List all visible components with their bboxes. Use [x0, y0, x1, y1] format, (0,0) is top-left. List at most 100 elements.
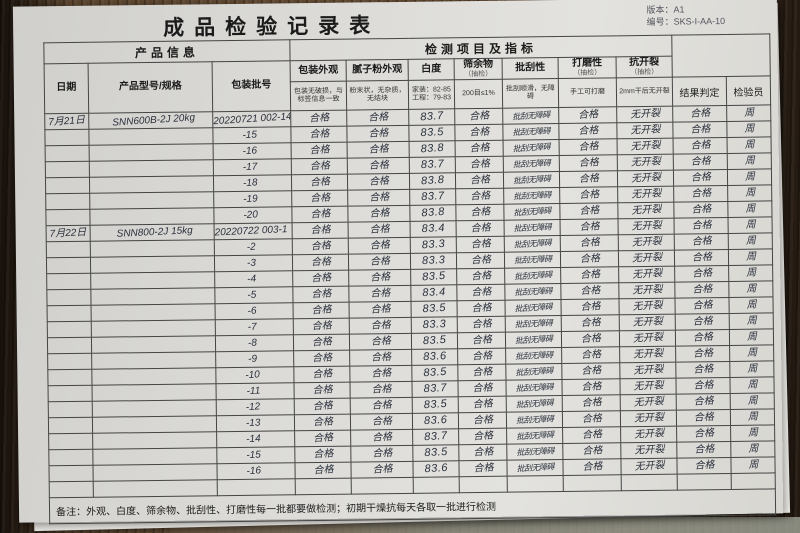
- cell-cracking: 无开裂: [617, 186, 674, 203]
- handwritten-sanding: 合格: [578, 156, 599, 169]
- cell-result: 合格: [673, 185, 728, 203]
- inspector-signature: 周: [746, 346, 757, 359]
- cell-inspector: 周: [728, 280, 774, 298]
- cell-inspector: 周: [727, 168, 772, 186]
- col-sublabel: （抽检）: [630, 68, 659, 76]
- handwritten-sanding: 合格: [577, 140, 599, 153]
- cell-packaging: 合格: [293, 382, 351, 399]
- cell-appearance: 合格: [350, 413, 413, 431]
- cell-sieve: 合格: [455, 188, 504, 205]
- handwritten-cracking: 无开裂: [629, 107, 661, 121]
- cell-result: 合格: [675, 313, 730, 331]
- handwritten-scraping: 批刮无障碍: [512, 173, 551, 186]
- cell-sanding: 合格: [560, 298, 620, 316]
- cell-cracking: 无开裂: [619, 346, 676, 363]
- cell-appearance: 合格: [348, 237, 411, 255]
- cell-result: 合格: [673, 201, 729, 219]
- cell-sieve: 合格: [458, 460, 508, 477]
- handwritten-cracking: 无开裂: [630, 155, 661, 169]
- cell-cracking: 无开裂: [620, 426, 677, 443]
- cell-sanding: 合格: [562, 426, 621, 444]
- cell-sieve: 合格: [457, 300, 506, 317]
- handwritten-result: 合格: [692, 315, 713, 328]
- cell-result: 合格: [674, 249, 729, 267]
- handwritten-packaging: 合格: [312, 463, 334, 477]
- handwritten-packaging: 合格: [310, 255, 331, 268]
- handwritten-packaging: 合格: [311, 383, 333, 396]
- col-header-date: 日期: [44, 63, 89, 114]
- handwritten-result: 合格: [693, 443, 715, 456]
- cell-sieve: 合格: [456, 268, 505, 285]
- cell-date: [45, 161, 90, 178]
- cell-batch: [217, 478, 296, 496]
- cell-packaging: 合格: [291, 158, 348, 175]
- handwritten-scraping: 批刮无障碍: [513, 221, 552, 233]
- cell-date: [45, 145, 90, 162]
- inspector-signature: 周: [744, 186, 755, 199]
- cell-scraping: 批刮无障碍: [506, 459, 564, 477]
- handwritten-whiteness: 83.8: [420, 141, 445, 156]
- handwritten-whiteness: 83.4: [421, 286, 446, 300]
- inspection-table: 产品信息 检测项目及指标 日期 产品型号/规格 包装批号 包装外观 腻子粉外观 …: [43, 33, 776, 524]
- cell-packaging: 合格: [294, 462, 352, 479]
- handwritten-product: SNN800-2J 15kg: [116, 224, 193, 240]
- cell-cracking: 无开裂: [617, 138, 674, 155]
- handwritten-sanding: 合格: [580, 348, 601, 361]
- cell-scraping: 批刮无障碍: [503, 155, 560, 173]
- handwritten-batch: -2: [246, 241, 257, 253]
- cell-result: 合格: [676, 393, 731, 411]
- handwritten-whiteness: 83.7: [420, 158, 445, 172]
- cell-appearance: 合格: [346, 125, 410, 143]
- handwritten-whiteness: 83.5: [421, 301, 447, 316]
- col-label: 包装外观: [298, 64, 339, 76]
- cell-packaging: 合格: [290, 126, 348, 143]
- cell-batch: -4: [214, 270, 293, 288]
- cell-inspector: 周: [727, 136, 772, 154]
- code-label: 编号：SKS-I-AA-10: [646, 16, 726, 28]
- handwritten-scraping: 批刮无障碍: [515, 413, 554, 425]
- cell-date: [44, 129, 90, 146]
- cell-sieve: 合格: [458, 444, 507, 461]
- handwritten-result: 合格: [693, 411, 714, 424]
- cell-appearance: 合格: [350, 429, 413, 447]
- cell-result: 合格: [674, 217, 729, 235]
- handwritten-batch: -16: [242, 144, 258, 157]
- handwritten-sieve: 合格: [471, 350, 492, 362]
- cell-packaging: 合格: [291, 142, 348, 159]
- cell-packaging: 合格: [290, 110, 347, 127]
- cell-product: SNN800-2J 15kg: [90, 223, 215, 242]
- handwritten-sieve: 合格: [470, 254, 491, 266]
- cell-result: 合格: [672, 121, 728, 139]
- col-sublabel: （抽检）: [464, 70, 493, 78]
- cell-product: [89, 175, 214, 194]
- handwritten-sieve: 合格: [471, 333, 492, 347]
- cell-sieve: 合格: [457, 380, 507, 397]
- cell-result: 合格: [676, 425, 731, 443]
- cell-sanding: 合格: [560, 266, 619, 284]
- col-header-whiteness: 白度: [408, 58, 455, 81]
- handwritten-scraping: 批刮无障碍: [511, 125, 550, 137]
- cell-sieve: 合格: [455, 140, 504, 157]
- cell-inspector: 周: [730, 424, 775, 442]
- handwritten-batch: -14: [246, 432, 262, 445]
- inspector-signature: 周: [746, 362, 758, 375]
- handwritten-result: 合格: [691, 251, 712, 264]
- criteria-text: 2mm干后无开裂: [619, 87, 670, 96]
- criteria-appearance: 粉末状，无杂质，无结块: [346, 80, 409, 111]
- criteria-sieve: 200目≤1%: [454, 79, 503, 109]
- cell-date: 7月21日: [44, 113, 89, 130]
- handwritten-appearance: 合格: [371, 431, 392, 444]
- cell-inspector: 周: [730, 440, 775, 458]
- cell-batch: 20220721 002-14: [212, 110, 291, 128]
- cell-inspector: 周: [726, 120, 772, 138]
- handwritten-scraping: 批刮无障碍: [512, 205, 551, 218]
- handwritten-batch: -15: [242, 128, 258, 141]
- cell-batch: -16: [213, 142, 292, 160]
- handwritten-scraping: 批刮无障碍: [515, 397, 554, 410]
- col-header-scraping: 批刮性: [502, 57, 559, 80]
- handwritten-scraping: 批刮无障碍: [511, 109, 550, 122]
- cell-sanding: 合格: [560, 250, 619, 268]
- inspector-signature: 周: [743, 138, 755, 151]
- handwritten-sieve: 合格: [472, 414, 493, 426]
- handwritten-sieve: 合格: [470, 301, 492, 315]
